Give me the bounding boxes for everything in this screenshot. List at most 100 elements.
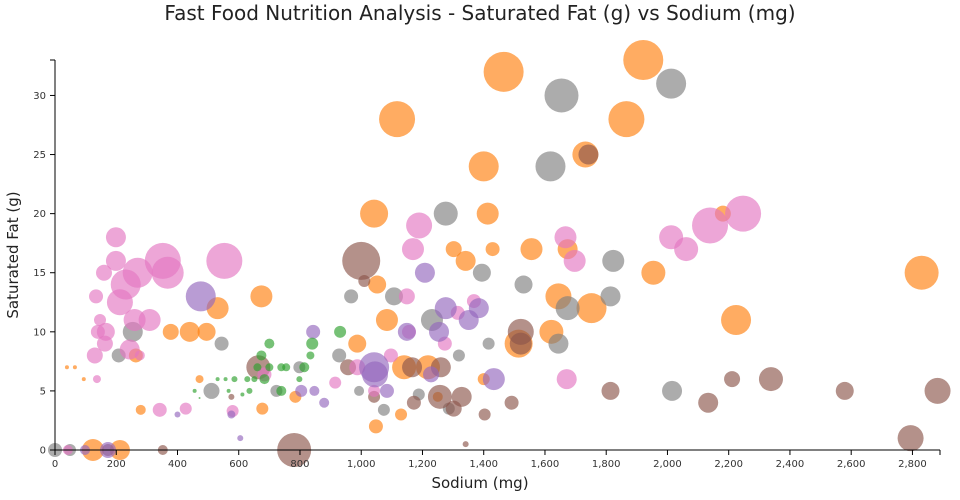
data-point (264, 338, 275, 349)
data-point (244, 376, 251, 383)
y-tick-label: 10 (33, 327, 46, 338)
data-point (123, 309, 146, 331)
x-tick-label: 600 (229, 459, 248, 470)
data-point (384, 287, 403, 306)
data-point (276, 385, 287, 396)
x-tick-label: 2,200 (714, 459, 743, 470)
data-point (458, 310, 479, 330)
x-tick-label: 1,600 (531, 459, 560, 470)
x-axis-label: Sodium (mg) (431, 474, 528, 492)
data-point (368, 419, 383, 434)
data-point (563, 249, 586, 272)
data-point (455, 250, 476, 271)
data-point (379, 101, 416, 138)
data-point (195, 375, 204, 384)
x-tick-label: 2,000 (653, 459, 682, 470)
axes (54, 60, 940, 451)
data-point (342, 241, 381, 280)
y-axis-label: Saturated Fat (g) (4, 191, 22, 318)
y-ticks: 0 5 10 15 20 25 30 (33, 59, 55, 457)
data-point (452, 349, 465, 362)
data-point (724, 371, 741, 388)
data-point (578, 144, 599, 165)
data-point (246, 387, 253, 394)
data-point (215, 377, 220, 382)
data-point (721, 305, 752, 335)
data-point (250, 285, 273, 308)
data-point (344, 289, 359, 304)
data-point (406, 212, 433, 239)
x-ticks: 0 200 400 600 800 1,000 1,200 1,400 1,600 1,800 2,… (52, 450, 941, 470)
data-point (468, 151, 499, 182)
data-point (472, 263, 491, 282)
data-point (445, 241, 462, 258)
data-point (482, 337, 495, 350)
data-point (692, 207, 729, 244)
data-point (226, 388, 231, 393)
data-point (253, 363, 262, 372)
y-tick-label: 20 (33, 209, 46, 220)
data-point (600, 286, 621, 307)
data-point (228, 393, 235, 400)
data-point (81, 377, 86, 382)
data-point (556, 369, 577, 390)
data-point (514, 275, 533, 294)
data-point (554, 226, 577, 249)
data-point (296, 376, 303, 383)
data-point (134, 350, 145, 361)
data-point (641, 260, 666, 285)
data-point (433, 201, 458, 226)
data-point (282, 363, 291, 372)
data-point (368, 275, 387, 294)
data-point (423, 366, 440, 383)
x-tick-label: 2,600 (837, 459, 866, 470)
data-point (535, 151, 566, 182)
data-point (306, 324, 321, 339)
data-point (427, 384, 452, 409)
x-tick-label: 2,800 (898, 459, 927, 470)
data-point (445, 400, 462, 417)
x-tick-label: 1,200 (408, 459, 437, 470)
data-point (462, 441, 469, 448)
data-point (64, 365, 69, 370)
data-point (401, 238, 424, 261)
data-point (360, 199, 389, 228)
x-tick-label: 400 (168, 459, 187, 470)
data-point (106, 289, 133, 316)
data-point (237, 435, 244, 442)
data-point (398, 288, 415, 305)
y-tick-label: 15 (33, 268, 46, 279)
data-point (414, 262, 435, 283)
data-point (231, 376, 238, 383)
data-point (377, 403, 390, 416)
data-point (576, 293, 607, 324)
data-point (151, 256, 184, 289)
data-point (223, 377, 228, 382)
data-point (602, 249, 625, 272)
data-point (482, 368, 505, 391)
data-point (725, 195, 762, 232)
data-point (86, 347, 103, 364)
data-point (429, 321, 450, 342)
data-point (179, 402, 192, 415)
data-point (698, 392, 719, 413)
data-point (555, 296, 580, 321)
data-point (251, 376, 258, 383)
data-point (174, 411, 181, 418)
data-point (135, 404, 146, 415)
data-point (152, 402, 167, 417)
data-point (319, 397, 330, 408)
x-tick-label: 800 (290, 459, 309, 470)
data-point (96, 335, 113, 352)
data-point (185, 281, 216, 312)
data-point (897, 425, 924, 452)
data-point (601, 381, 620, 400)
x-tick-label: 1,800 (592, 459, 621, 470)
data-point (520, 238, 543, 261)
data-point (548, 333, 569, 354)
data-point (192, 388, 197, 393)
data-point (509, 332, 532, 355)
data-point (434, 297, 457, 320)
data-point (306, 337, 319, 350)
